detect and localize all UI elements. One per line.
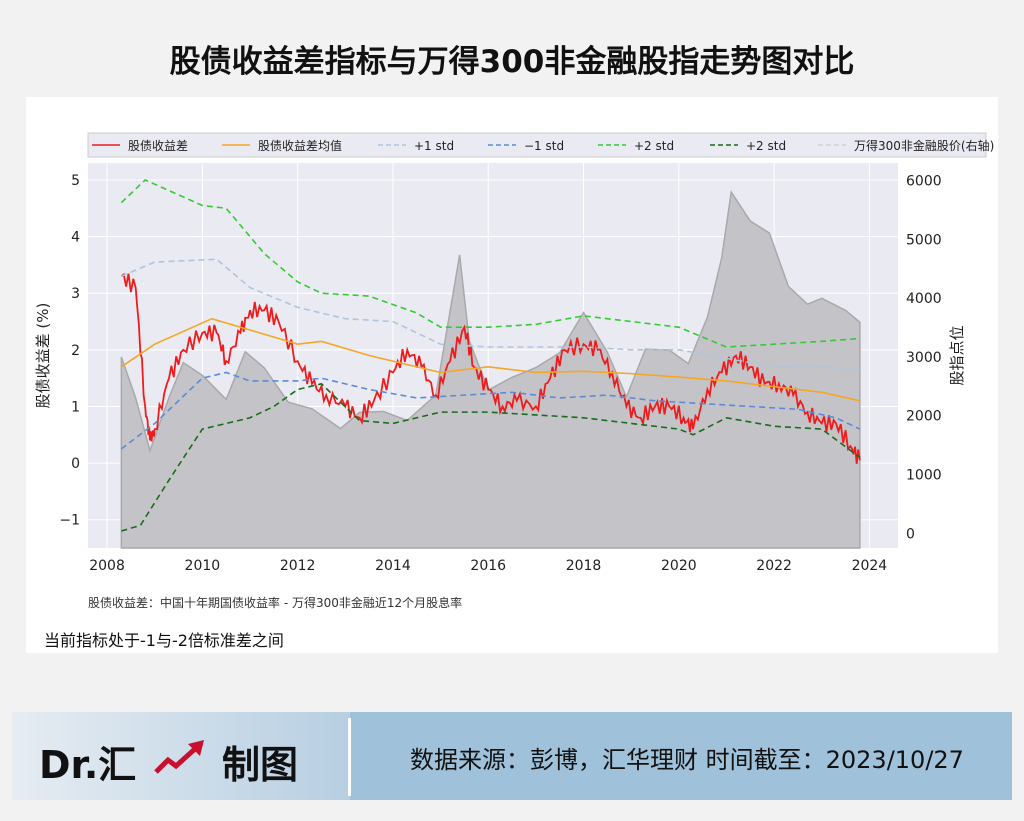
- x-tick-label: 2018: [566, 558, 602, 574]
- x-tick-label: 2016: [470, 558, 506, 574]
- y2-tick-label: 4000: [906, 291, 942, 307]
- source-text: 数据来源：彭博，汇华理财 时间截至：2023/10/27: [410, 746, 964, 774]
- y2-tick-label: 1000: [906, 468, 942, 484]
- legend-label: 股债收益差: [128, 139, 188, 153]
- x-tick-label: 2014: [375, 558, 411, 574]
- series-line-3: [120, 371, 861, 450]
- legend-label: 万得300非金融股价(右轴): [854, 138, 994, 153]
- brand-logo: Dr.汇: [39, 743, 137, 787]
- chart-note: 股债收益差：中国十年期国债收益率 - 万得300非金融近12个月股息率: [88, 596, 463, 610]
- footer-brand-area: [12, 712, 350, 800]
- status-text: 当前指标处于-1与-2倍标准差之间: [44, 631, 284, 650]
- x-tick-label: 2024: [852, 558, 888, 574]
- x-tick-label: 2022: [756, 558, 792, 574]
- y-tick-label: −1: [59, 513, 80, 529]
- y2-tick-label: 6000: [906, 174, 942, 190]
- series-line-2: [121, 258, 860, 371]
- series-line-5: [121, 382, 861, 532]
- series-line-1: [120, 317, 861, 402]
- y-tick-label: 5: [71, 173, 80, 189]
- legend-label: 股债收益差均值: [258, 138, 342, 153]
- legend-label: −1 std: [524, 139, 564, 153]
- trend-up-arrow-icon: [154, 740, 204, 774]
- legend-label: +2 std: [634, 139, 674, 153]
- legend-label: +2 std: [746, 139, 786, 153]
- y-tick-label: 4: [71, 230, 80, 246]
- made-label: 制图: [222, 743, 299, 787]
- footer: Dr.汇 制图 数据来源：彭博，汇华理财 时间截至：2023/10/27: [12, 712, 1012, 800]
- chart: 2008 2010 2012 2014 2016 2018 2020 2022 2024−101…: [34, 132, 994, 574]
- series-area-stock-index: [120, 190, 861, 549]
- y-tick-label: 3: [71, 286, 80, 302]
- y-axis-label: 股债收益差 (%): [34, 303, 52, 409]
- x-tick-label: 2020: [661, 558, 697, 574]
- series-line-4: [120, 179, 860, 348]
- y2-tick-label: 3000: [906, 350, 942, 366]
- x-tick-label: 2008: [89, 558, 125, 574]
- divider: [348, 718, 351, 796]
- series-line-0: [120, 272, 861, 464]
- y2-tick-label: 5000: [906, 232, 942, 248]
- x-tick-label: 2012: [280, 558, 316, 574]
- y-tick-label: 2: [71, 343, 80, 359]
- legend-label: +1 std: [414, 139, 454, 153]
- y-tick-label: 1: [71, 399, 80, 415]
- y2-tick-label: 0: [906, 526, 915, 542]
- y2-tick-label: 2000: [906, 409, 942, 425]
- y-tick-label: 0: [71, 456, 80, 472]
- chart-panel: 2008 2010 2012 2014 2016 2018 2020 2022 2024 −1 0 1…: [26, 97, 998, 653]
- y2-axis-label: 股指点位: [948, 325, 966, 385]
- page-title: 股债收益差指标与万得300非金融股指走势图对比: [169, 44, 855, 80]
- x-tick-label: 2010: [185, 558, 221, 574]
